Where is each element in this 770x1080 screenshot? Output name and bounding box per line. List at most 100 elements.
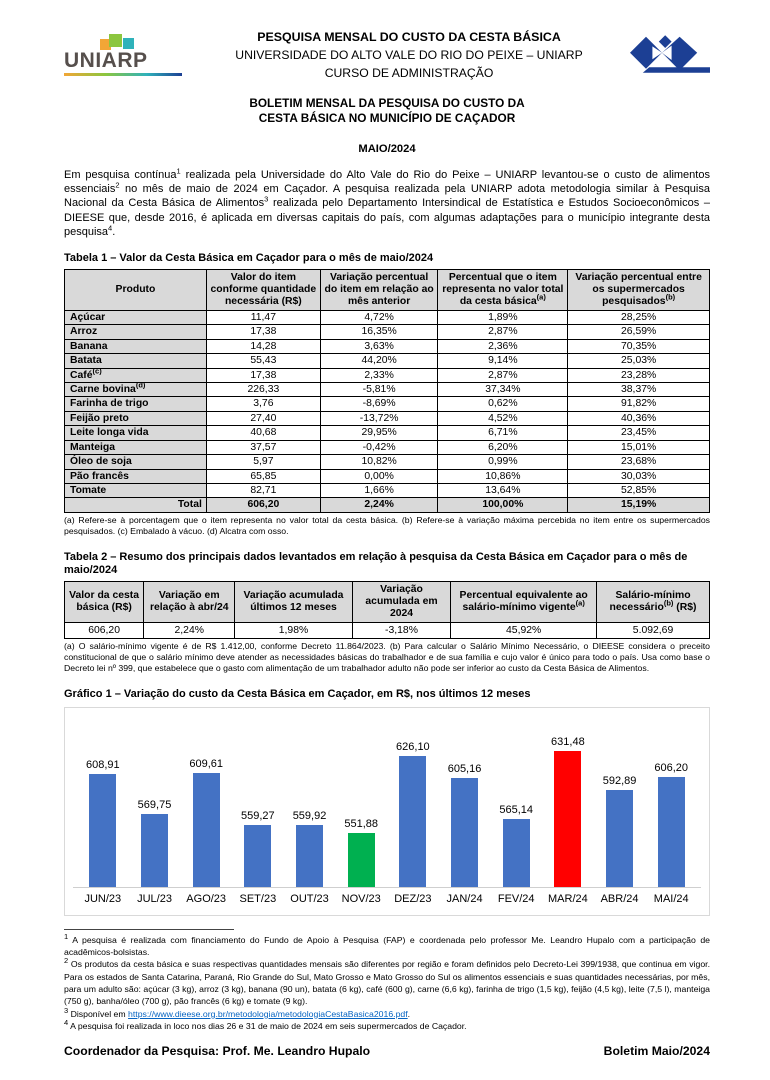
product-cell: Feijão preto bbox=[64, 410, 207, 427]
chart-bar bbox=[89, 773, 117, 887]
chart-x-label: JUL/23 bbox=[137, 892, 172, 905]
chart-bar-group: 605,16 bbox=[439, 763, 491, 887]
value-cell: 1,89% bbox=[437, 309, 569, 326]
chart-bar-group: 569,75 bbox=[129, 799, 181, 887]
cell-text: Manteiga bbox=[70, 441, 116, 453]
bar-value-label: 551,88 bbox=[344, 817, 379, 830]
chart-bar bbox=[192, 773, 220, 887]
cell-text: Percentual equivalente ao salário-mínimo… bbox=[459, 589, 588, 613]
chart-bar bbox=[502, 819, 530, 887]
value-cell: 82,71 bbox=[205, 482, 321, 499]
product-cell: Café(c) bbox=[64, 367, 207, 383]
cell-text: (R$) bbox=[673, 601, 697, 613]
chart-x-label: JAN/24 bbox=[446, 892, 483, 905]
dieese-link[interactable]: https://www.dieese.org.br/metodologia/me… bbox=[128, 1008, 408, 1019]
value-cell: 17,38 bbox=[205, 324, 321, 340]
cell-superscript: (a) bbox=[575, 598, 585, 608]
table1-row: Batata 55,43 44,20% 9,14% 25,03% bbox=[64, 353, 710, 369]
chart-bar-group: 631,48 bbox=[542, 736, 594, 887]
chart-x-label: ABR/24 bbox=[600, 892, 639, 905]
value-cell: 0,00% bbox=[319, 468, 439, 485]
table1-header-cell: Variação percentual do item em relação a… bbox=[319, 268, 439, 311]
uniarp-tagline-strip bbox=[64, 73, 182, 76]
value-cell: 23,28% bbox=[567, 367, 710, 383]
table2-title: Tabela 2 – Resumo dos principais dados l… bbox=[64, 550, 688, 577]
chart-x-label: DEZ/23 bbox=[394, 892, 432, 905]
bulletin-month: MAIO/2024 bbox=[358, 142, 416, 155]
chart-x-label: MAI/24 bbox=[653, 892, 689, 905]
cell-text: Salário-mínimo necessário bbox=[609, 589, 691, 613]
value-cell: 15,01% bbox=[567, 439, 710, 456]
uniarp-squares-icon bbox=[100, 34, 140, 50]
footnote-text: A pesquisa foi realizada in loco nos dia… bbox=[68, 1020, 467, 1031]
cell-text: Açúcar bbox=[70, 311, 106, 323]
cell-text: Leite longa vida bbox=[70, 427, 149, 439]
cell-text: Banana bbox=[70, 340, 108, 352]
chart-bar bbox=[451, 777, 479, 887]
value-cell: 91,82% bbox=[567, 396, 710, 412]
value-cell: 16,35% bbox=[319, 324, 439, 340]
chart-x-label: FEV/24 bbox=[497, 892, 535, 905]
value-cell: 3,63% bbox=[319, 338, 439, 355]
table2-header-cell: Salário-mínimo necessário(b) (R$) bbox=[596, 581, 710, 623]
footnote-text: . bbox=[407, 1008, 411, 1019]
value-cell: -13,72% bbox=[319, 410, 439, 427]
total-label-cell: Total bbox=[64, 497, 207, 513]
total-value-cell: 2,24% bbox=[319, 497, 439, 513]
product-cell: Banana bbox=[64, 338, 207, 355]
chart-bar-group: 608,91 bbox=[77, 759, 129, 887]
value-cell: 26,59% bbox=[567, 324, 710, 340]
table1-row: Arroz 17,38 16,35% 2,87% 26,59% bbox=[64, 324, 710, 340]
cell-text: Café bbox=[70, 369, 93, 381]
table1-row: Manteiga 37,57 -0,42% 6,20% 15,01% bbox=[64, 439, 710, 456]
table2-header-cell: Valor da cesta básica (R$) bbox=[63, 581, 145, 623]
bar-value-label: 609,61 bbox=[189, 758, 223, 771]
table1-header-row: Produto Valor do item conforme quantidade… bbox=[64, 268, 710, 311]
footnotes-block: 1 A pesquisa é realizada com financiamen… bbox=[64, 931, 710, 1033]
cell-text: Valor da cesta básica (R$) bbox=[69, 589, 140, 613]
chart-plot: 608,91 569,75 609,61 559,27 559,92 551,88 626,… bbox=[73, 720, 701, 888]
value-cell: 10,82% bbox=[319, 454, 439, 470]
value-cell: 6,20% bbox=[437, 439, 569, 456]
value-cell: 226,33 bbox=[205, 381, 321, 398]
bar-value-label: 565,14 bbox=[499, 804, 534, 817]
table1-row: Açúcar 11,47 4,72% 1,89% 28,25% bbox=[64, 309, 710, 326]
table1-row: Feijão preto 27,40 -13,72% 4,52% 40,36% bbox=[64, 410, 710, 427]
intro-segment: . bbox=[112, 225, 116, 238]
cell-text: Farinha de trigo bbox=[70, 398, 149, 410]
university-name: UNIVERSIDADE DO ALTO VALE DO RIO DO PEIX… bbox=[235, 48, 583, 62]
value-cell: -8,69% bbox=[319, 396, 439, 412]
footnote-separator bbox=[64, 928, 234, 930]
table1-row: Café(c) 17,38 2,33% 2,87% 23,28% bbox=[64, 367, 710, 383]
value-cell: 0,99% bbox=[437, 454, 569, 470]
table1-row: Farinha de trigo 3,76 -8,69% 0,62% 91,82% bbox=[64, 396, 710, 412]
value-cell: 1,66% bbox=[319, 482, 439, 499]
bar-value-label: 626,10 bbox=[396, 741, 430, 754]
cell-text: Variação acumulada em 2024 bbox=[365, 584, 438, 619]
total-value-cell: 606,20 bbox=[205, 497, 321, 513]
chart-bar bbox=[244, 825, 272, 887]
table2-value-cell: 45,92% bbox=[450, 621, 598, 639]
bulletin-title-line2: CESTA BÁSICA NO MUNICÍPIO DE CAÇADOR bbox=[258, 111, 516, 126]
value-cell: 10,86% bbox=[437, 468, 569, 485]
table2-value-cell: 2,24% bbox=[143, 621, 236, 639]
table1-body: Açúcar 11,47 4,72% 1,89% 28,25% Arroz 17,38 16,… bbox=[64, 309, 710, 513]
chart-bar bbox=[554, 750, 582, 887]
footnote-marker: 1 bbox=[64, 931, 69, 941]
value-cell: 37,34% bbox=[437, 381, 569, 398]
orange-square-icon bbox=[100, 39, 111, 50]
intro-segment: realizada pela Universidade do Alto Vale… bbox=[64, 168, 710, 195]
chart-bar bbox=[606, 790, 634, 887]
table2-value-cell: 606,20 bbox=[63, 621, 145, 639]
value-cell: 17,38 bbox=[205, 367, 321, 383]
product-cell: Tomate bbox=[64, 482, 207, 499]
bulletin-reference: Boletim Maio/2024 bbox=[603, 1044, 710, 1059]
value-cell: 5,97 bbox=[205, 454, 321, 470]
table2-value-cell: 5.092,69 bbox=[596, 621, 710, 639]
table1-row: Carne bovina(d) 226,33 -5,81% 37,34% 38,37% bbox=[64, 381, 710, 398]
table1-row: Tomate 82,71 1,66% 13,64% 52,85% bbox=[64, 482, 710, 499]
value-cell: 4,72% bbox=[319, 309, 439, 326]
footnote-marker: 3 bbox=[64, 1005, 69, 1015]
document-footer: Coordenador da Pesquisa: Prof. Me. Leand… bbox=[64, 1044, 710, 1058]
cell-text: Variação em relação à abr/24 bbox=[149, 589, 229, 613]
